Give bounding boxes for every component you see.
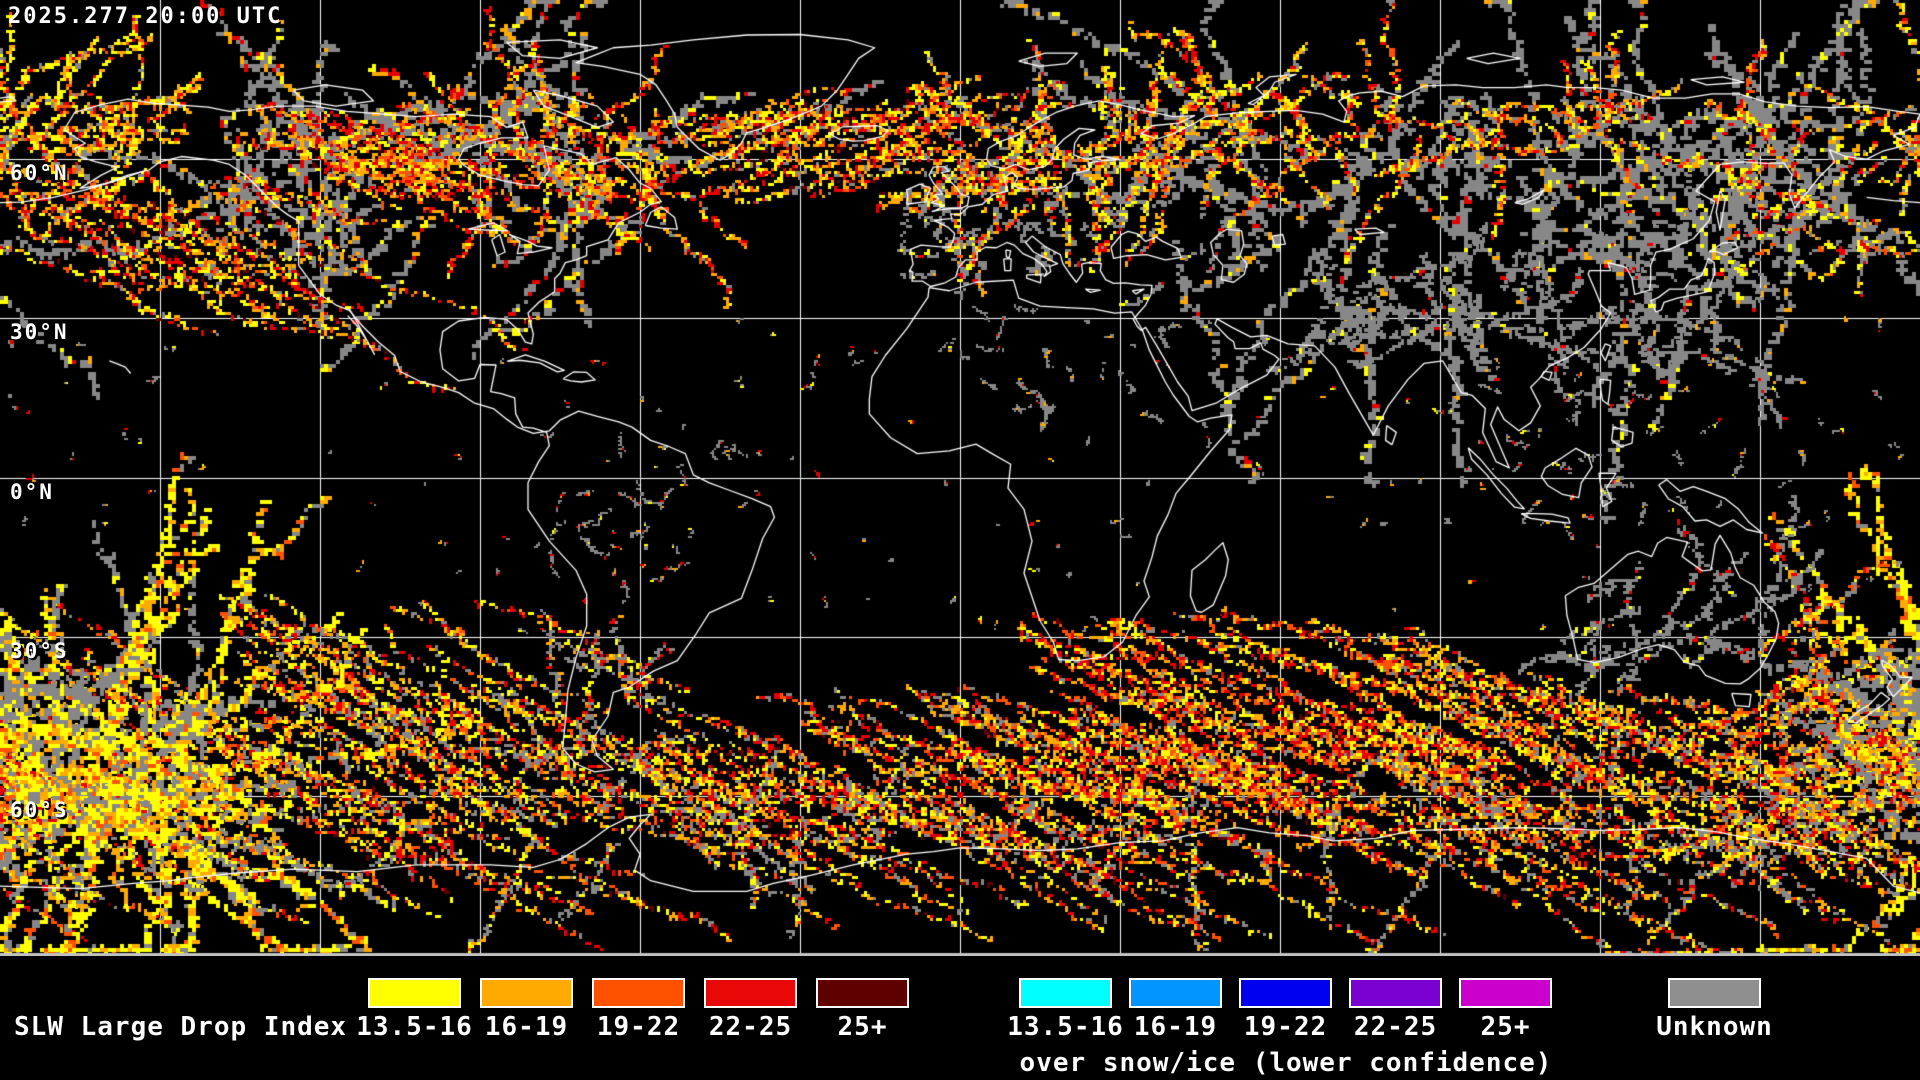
legend-snowice-caption: over snow/ice (lower confidence) [1019,1048,1553,1078]
legend-swatch-snowice-0 [1019,978,1112,1008]
legend-label-std-0: 13.5-16 [356,1012,473,1042]
legend-label-snowice-3: 22-25 [1353,1012,1438,1042]
lat-label-60N: 60°N [10,161,69,185]
lat-label-30S: 30°S [10,639,69,663]
legend-label-std-1: 16-19 [484,1012,569,1042]
legend-swatch-std-0 [368,978,461,1008]
legend-label-std-3: 22-25 [708,1012,793,1042]
legend-swatch-snowice-3 [1349,978,1442,1008]
legend-swatch-snowice-4 [1459,978,1552,1008]
legend-label-std-2: 19-22 [596,1012,681,1042]
world-map-canvas [0,0,1920,956]
legend-swatch-std-3 [704,978,797,1008]
legend-label-snowice-2: 19-22 [1243,1012,1328,1042]
legend-swatch-std-1 [480,978,573,1008]
lat-label-30N: 30°N [10,320,69,344]
timestamp: 2025.277 20:00 UTC [8,4,283,29]
legend-label-std-4: 25+ [837,1012,888,1042]
legend-title: SLW Large Drop Index [14,1012,348,1042]
legend-label-snowice-0: 13.5-16 [1007,1012,1124,1042]
lat-label-0N: 0°N [10,480,54,504]
legend-swatch-snowice-2 [1239,978,1332,1008]
legend-swatch-std-4 [816,978,909,1008]
lat-label-60S: 60°S [10,798,69,822]
legend-swatch-unknown [1668,978,1761,1008]
legend-label-snowice-4: 25+ [1480,1012,1531,1042]
legend-swatch-std-2 [592,978,685,1008]
legend-label-unknown: Unknown [1656,1012,1773,1042]
legend-swatch-snowice-1 [1129,978,1222,1008]
legend-label-snowice-1: 16-19 [1133,1012,1218,1042]
